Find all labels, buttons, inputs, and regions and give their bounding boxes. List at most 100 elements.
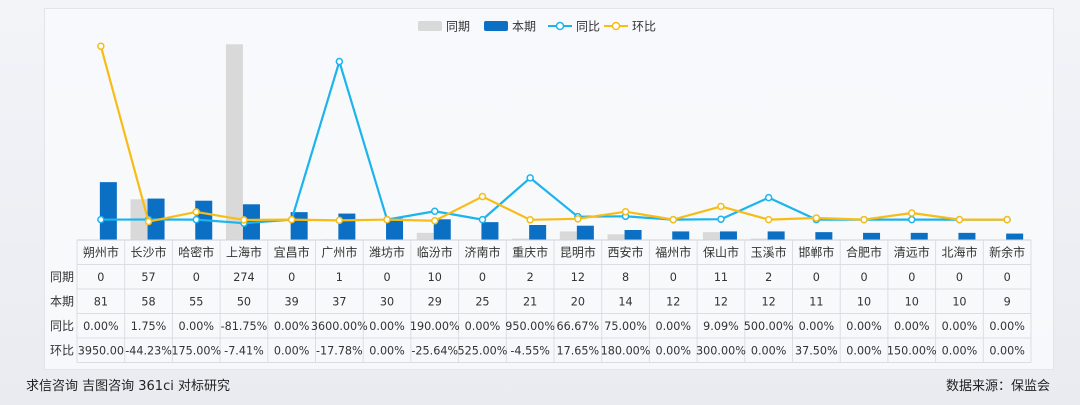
category-label-宜昌市: 宜昌市	[274, 245, 310, 260]
bar-prev-西安市	[607, 234, 625, 240]
cell-环比-宜昌市: 0.00%	[274, 345, 310, 358]
cell-同比-重庆市: 950.00%	[505, 320, 555, 333]
cell-本期-新余市: 9	[1004, 296, 1011, 309]
bar-prev-重庆市	[512, 238, 530, 240]
mom-point-清远市	[908, 209, 916, 217]
yoy-point-朔州市	[97, 215, 105, 224]
cell-本期-北海市: 10	[952, 296, 966, 309]
cell-环比-福州市: 0.00%	[655, 345, 691, 358]
bar-cur-潍坊市	[386, 218, 404, 240]
cell-同比-上海市: -81.75%	[221, 320, 268, 333]
legend-swatch-2	[484, 21, 508, 31]
cell-本期-宜昌市: 39	[285, 296, 299, 309]
cell-本期-临汾市: 29	[428, 296, 442, 309]
cell-本期-玉溪市: 12	[762, 296, 776, 309]
yoy-point-重庆市	[526, 174, 534, 182]
cell-本期-哈密市: 55	[189, 296, 203, 309]
yoy-point-广州市	[335, 57, 344, 66]
cell-同比-哈密市: 0.00%	[178, 320, 214, 333]
mom-point-潍坊市	[383, 215, 391, 224]
cell-环比-邯郸市: 37.50%	[795, 345, 838, 358]
category-label-长沙市: 长沙市	[131, 245, 167, 260]
mom-point-临汾市	[431, 216, 439, 225]
bar-cur-北海市	[958, 232, 976, 240]
category-label-昆明市: 昆明市	[560, 245, 596, 260]
category-label-潍坊市: 潍坊市	[369, 245, 405, 260]
yoy-point-清远市	[908, 215, 916, 224]
yoy-point-临汾市	[431, 207, 439, 216]
category-label-济南市: 济南市	[464, 245, 500, 260]
bar-cur-朔州市	[99, 182, 117, 240]
mom-point-福州市	[669, 215, 677, 224]
category-label-朔州市: 朔州市	[83, 245, 119, 260]
cell-同比-西安市: 75.00%	[604, 320, 647, 333]
yoy-point-哈密市	[192, 215, 200, 224]
category-label-新余市: 新余市	[989, 245, 1025, 260]
category-label-重庆市: 重庆市	[512, 245, 548, 260]
cell-同期-长沙市: 57	[141, 271, 155, 284]
bar-cur-济南市	[481, 222, 499, 240]
cell-本期-济南市: 25	[475, 296, 489, 309]
category-label-上海市: 上海市	[226, 245, 262, 260]
legend-marker-4	[611, 21, 621, 31]
cell-同期-上海市: 274	[233, 271, 254, 284]
cell-同期-邯郸市: 0	[813, 271, 820, 284]
cell-同期-保山市: 11	[714, 271, 728, 284]
cell-环比-玉溪市: 0.00%	[751, 345, 787, 358]
legend-marker-3	[555, 21, 565, 31]
cell-环比-长沙市: -44.23%	[125, 345, 172, 358]
cell-同期-重庆市: 2	[527, 271, 534, 284]
cell-环比-哈密市: 175.00%	[171, 345, 221, 358]
row-label-同期: 同期	[50, 270, 74, 284]
cell-同比-清远市: 0.00%	[894, 320, 930, 333]
category-label-广州市: 广州市	[321, 245, 357, 260]
cell-本期-上海市: 50	[237, 296, 251, 309]
legend-label-4: 环比	[632, 20, 656, 34]
yoy-point-济南市	[478, 215, 487, 224]
cell-同期-临汾市: 10	[428, 271, 442, 284]
cell-同比-长沙市: 1.75%	[131, 320, 167, 333]
cell-环比-昆明市: 17.65%	[557, 345, 600, 358]
bar-cur-昆明市	[576, 225, 594, 240]
bar-prev-保山市	[702, 232, 720, 240]
cell-同比-新余市: 0.00%	[989, 320, 1025, 333]
category-label-临汾市: 临汾市	[417, 245, 453, 260]
mom-point-西安市	[621, 207, 630, 216]
category-label-合肥市: 合肥市	[846, 245, 882, 260]
cell-同期-清远市: 0	[908, 271, 915, 284]
cell-本期-清远市: 10	[905, 296, 919, 309]
cell-环比-重庆市: -4.55%	[510, 345, 550, 358]
cell-同比-昆明市: 66.67%	[557, 320, 600, 333]
cell-本期-合肥市: 10	[857, 296, 871, 309]
category-label-哈密市: 哈密市	[178, 245, 214, 260]
cell-同比-济南市: 0.00%	[465, 320, 501, 333]
category-label-清远市: 清远市	[894, 245, 930, 260]
cell-环比-新余市: 0.00%	[989, 345, 1025, 358]
footer-source: 数据来源：保监会	[945, 379, 1050, 394]
mom-point-邯郸市	[812, 214, 821, 222]
yoy-point-保山市	[717, 215, 725, 223]
cell-本期-广州市: 37	[332, 296, 346, 309]
cell-本期-保山市: 12	[714, 296, 728, 309]
mom-point-宜昌市	[287, 215, 296, 224]
category-label-西安市: 西安市	[608, 245, 644, 260]
mom-point-朔州市	[97, 42, 105, 50]
category-label-邯郸市: 邯郸市	[798, 245, 834, 260]
cell-同比-临汾市: 190.00%	[410, 320, 460, 333]
legend-swatch-1	[418, 21, 442, 31]
legend-label-2: 本期	[512, 20, 536, 34]
cell-同期-玉溪市: 2	[765, 271, 772, 284]
bar-cur-保山市	[719, 231, 737, 240]
cell-环比-保山市: 300.00%	[696, 345, 746, 358]
bar-cur-重庆市	[529, 225, 547, 240]
legend-label-3: 同比	[576, 20, 600, 34]
cell-同比-合肥市: 0.00%	[846, 320, 882, 333]
mom-point-广州市	[335, 216, 344, 225]
cell-同期-北海市: 0	[956, 271, 963, 284]
cell-本期-长沙市: 58	[141, 296, 155, 309]
cell-环比-清远市: 150.00%	[887, 345, 937, 358]
cell-本期-昆明市: 20	[571, 296, 585, 309]
row-label-本期: 本期	[50, 295, 74, 309]
cell-同比-福州市: 0.00%	[655, 320, 691, 333]
